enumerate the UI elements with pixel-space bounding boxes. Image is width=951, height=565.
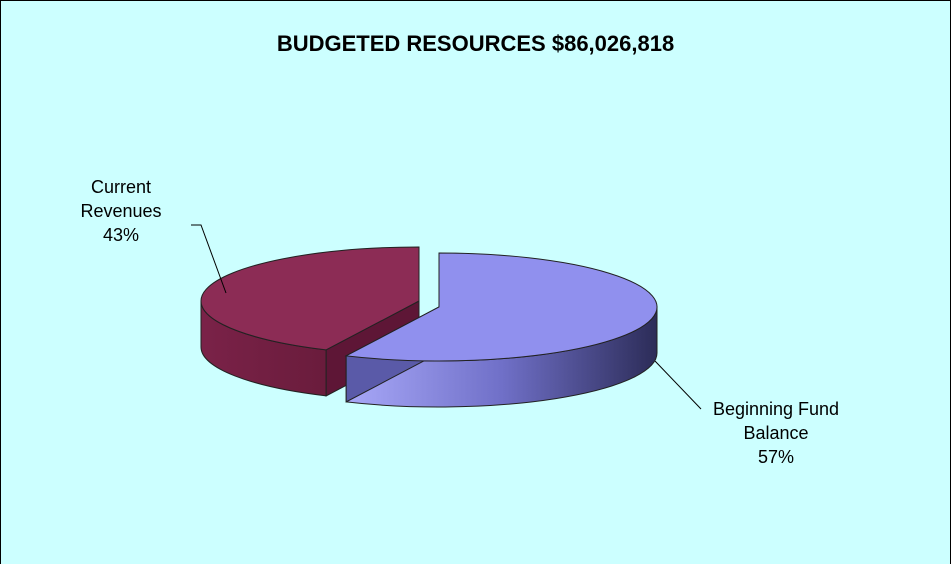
- slice-label: Beginning Fund Balance 57%: [713, 399, 839, 467]
- slice-label: Current Revenues 43%: [80, 177, 161, 245]
- slice-name-label: Current: [91, 177, 151, 197]
- slice-name-label: Beginning Fund: [713, 399, 839, 419]
- slice-percent-label: 43%: [103, 225, 139, 245]
- slice-name-label: Balance: [743, 423, 808, 443]
- slice-percent-label: 57%: [758, 447, 794, 467]
- leader-line: [655, 361, 701, 409]
- slice-name-label: Revenues: [80, 201, 161, 221]
